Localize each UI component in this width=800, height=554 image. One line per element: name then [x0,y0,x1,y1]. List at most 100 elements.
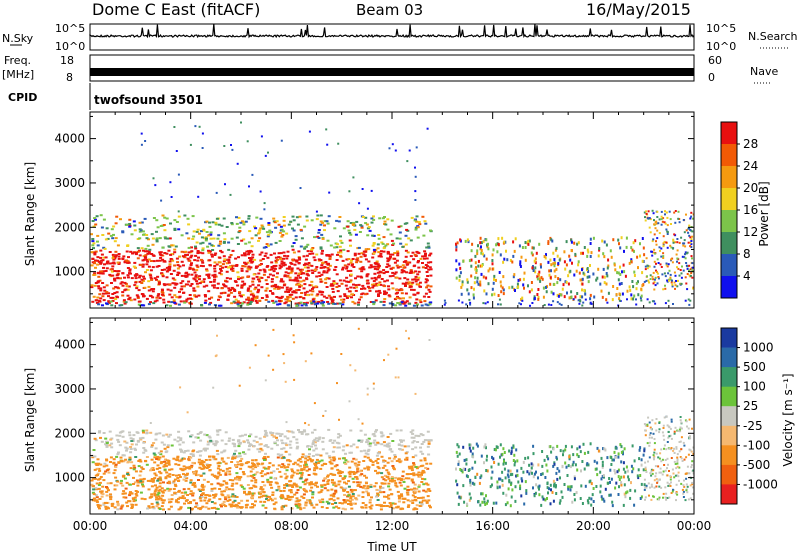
range-gate-cell [179,459,183,462]
range-gate-cell [244,506,248,509]
range-gate-cell [403,445,407,448]
range-gate-cell [238,226,242,229]
range-gate-cell [218,468,222,471]
range-gate-cell [316,302,320,305]
range-gate-cell [407,465,411,468]
range-gate-cell [417,485,421,488]
range-gate-cell [319,467,323,470]
range-gate-cell [330,467,334,470]
range-gate-cell [352,502,355,505]
range-gate-cell [391,266,395,269]
range-gate-cell [390,282,394,285]
range-gate-cell [333,458,337,461]
range-gate-cell [627,478,630,482]
range-gate-cell [201,505,205,508]
range-gate-cell [651,240,654,243]
range-gate-cell [220,251,224,254]
range-gate-cell [105,444,109,446]
range-gate-cell [574,252,577,256]
range-gate-cell [589,237,592,241]
range-gate-cell [122,460,126,463]
range-gate-cell [582,301,585,304]
range-gate-cell [102,472,106,475]
range-gate-cell [290,268,294,271]
range-gate-cell [477,282,480,286]
range-gate-cell [483,500,486,504]
range-gate-cell [379,271,383,274]
range-gate-cell [283,254,287,257]
range-gate-cell [189,256,193,259]
range-gate-cell [95,482,99,485]
range-gate-cell [213,267,217,270]
range-gate-cell [242,440,246,443]
range-gate-cell [111,293,115,295]
range-gate-cell [141,485,145,488]
range-gate-cell [279,490,283,492]
range-gate-cell [461,470,464,474]
range-gate-cell [149,274,153,277]
range-gate-cell [633,270,636,274]
range-gate-cell [411,448,415,451]
range-gate-cell [629,288,632,292]
range-gate-cell [255,301,259,304]
range-gate-cell [385,505,389,507]
range-gate-cell [491,287,494,291]
range-gate-cell [212,280,216,283]
range-gate-cell [313,428,317,431]
range-gate-cell [180,491,184,494]
range-gate-cell [97,484,101,486]
range-gate-cell [244,504,248,507]
range-gate-cell [269,243,273,246]
range-gate-cell [110,503,114,505]
range-gate-cell [250,297,254,300]
range-gate-cell [353,286,357,289]
range-gate-cell [363,474,367,477]
range-gate-cell [170,244,174,247]
range-gate-cell [620,236,623,240]
range-gate-cell [652,271,655,274]
range-gate-cell [237,476,241,478]
range-gate-cell [184,479,188,482]
range-gate-cell [160,272,164,275]
range-gate-cell [278,303,282,306]
range-gate-cell [296,506,300,509]
range-gate-cell [427,440,431,443]
range-gate-cell [504,461,507,465]
range-gate-cell [485,469,488,472]
range-gate-cell [179,439,183,442]
range-gate-cell [189,284,193,287]
range-gate-cell [322,479,326,482]
range-gate-cell [350,460,354,463]
range-gate-cell [156,498,160,500]
range-gate-cell [212,496,216,499]
range-gate-cell [275,444,279,447]
range-gate-cell [419,446,422,449]
range-gate-cell [635,281,638,285]
range-gate-cell [329,284,333,287]
range-gate-cell [315,458,319,461]
range-gate-cell [175,499,179,502]
range-gate-cell [112,472,116,475]
range-gate-cell [271,299,275,302]
range-gate-cell [161,275,165,278]
range-gate-cell [414,166,416,169]
range-gate-cell [383,495,386,498]
range-gate-cell [255,471,259,474]
range-gate-cell [515,474,518,478]
range-gate-cell [229,254,233,256]
range-gate-cell [168,293,172,296]
nsky-label: N.Sky [2,32,34,45]
range-gate-cell [366,227,370,230]
range-gate-cell [391,303,395,306]
range-gate-cell [393,479,397,482]
range-gate-cell [282,219,286,222]
range-gate-cell [226,499,230,502]
range-gate-cell [646,275,648,278]
range-gate-cell [550,290,553,294]
range-gate-cell [537,476,539,480]
range-gate-cell [429,274,433,277]
range-gate-cell [356,468,360,471]
range-gate-cell [183,497,186,500]
range-gate-cell [426,445,430,448]
range-gate-cell [99,256,103,259]
